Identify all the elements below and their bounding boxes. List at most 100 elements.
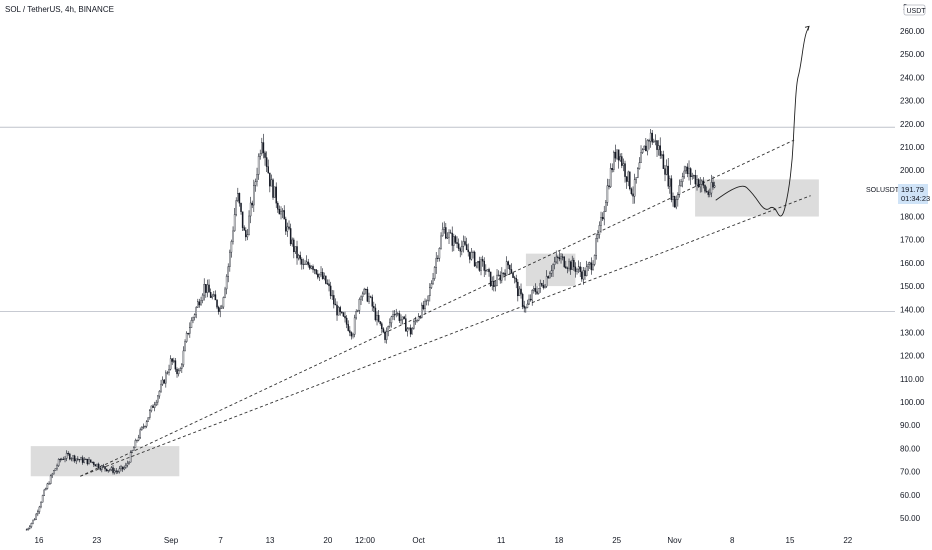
candle-body: [686, 166, 689, 174]
candle-body: [277, 202, 279, 210]
trendline-0[interactable]: [80, 139, 795, 477]
candle-body: [435, 257, 437, 268]
candle-body: [441, 229, 444, 237]
candle-body: [173, 360, 175, 362]
y-tick-label: 180.00: [900, 213, 925, 222]
candle-body: [369, 296, 372, 298]
zone-2[interactable]: [695, 179, 819, 217]
candle-body: [640, 152, 642, 163]
trendlines[interactable]: [80, 139, 811, 477]
y-axis[interactable]: 50.00 60.00 70.00 80.00 90.00 100.00 110.00 120…: [900, 27, 925, 523]
candle-body: [272, 179, 274, 198]
x-axis[interactable]: 16 23 Sep 7 13 20 12:00 Oct 11 18 25 Nov 8 15 22: [35, 536, 853, 545]
candle-body: [413, 321, 415, 329]
candle-body: [273, 186, 276, 198]
candle-body: [337, 307, 340, 316]
candle-body: [161, 379, 164, 385]
candle-body: [302, 263, 305, 265]
candle-body: [437, 257, 439, 259]
candle-body: [262, 142, 265, 154]
candle-body: [406, 328, 409, 332]
candle-body: [51, 473, 53, 477]
last-price-tag: [898, 184, 928, 204]
candle-body: [139, 429, 141, 438]
x-tick-label: 25: [612, 536, 621, 545]
candle-body: [321, 272, 324, 279]
candle-body: [216, 299, 218, 308]
candle-body: [624, 163, 626, 177]
candle-body: [219, 308, 221, 312]
candle-body: [177, 370, 180, 375]
candle-body: [427, 295, 429, 301]
candle-body: [365, 288, 367, 290]
candle-body: [469, 251, 471, 260]
candle-body: [203, 284, 205, 296]
candle-body: [253, 185, 255, 206]
candle-body: [704, 185, 706, 192]
candle-body: [59, 459, 61, 461]
candle-body: [246, 234, 249, 238]
candle-body: [233, 214, 236, 232]
candle-body: [160, 383, 162, 392]
candle-body: [683, 170, 685, 177]
candle-body: [619, 156, 621, 161]
candle-body: [384, 331, 386, 340]
candle-body: [438, 248, 441, 259]
candle-body: [608, 185, 610, 188]
candle-body: [174, 360, 177, 370]
candle-body: [112, 467, 114, 473]
candle-body: [118, 468, 121, 473]
candle-body: [584, 270, 586, 277]
candle-body: [405, 318, 407, 332]
zone-0[interactable]: [30, 446, 180, 477]
candle-body: [403, 316, 405, 319]
projection-arrowhead[interactable]: [804, 25, 810, 31]
candle-body: [536, 291, 538, 294]
candle-body: [409, 327, 412, 335]
candle-body: [37, 511, 39, 515]
candle-body: [249, 202, 252, 217]
candle-body: [446, 236, 449, 239]
candle-body: [312, 266, 314, 270]
candle-body: [235, 200, 237, 215]
candle-body: [662, 154, 665, 169]
candle-body: [669, 178, 671, 187]
candle-body: [93, 462, 95, 465]
projection-path[interactable]: [715, 25, 810, 217]
candle-body: [613, 151, 615, 170]
candle-body: [285, 218, 287, 232]
horizontal-levels[interactable]: [0, 126, 895, 313]
candle-body: [269, 172, 271, 187]
candle-body: [144, 425, 146, 428]
candle-body: [499, 274, 501, 281]
candle-body: [229, 251, 231, 267]
candle-body: [653, 141, 655, 143]
support-zones[interactable]: [30, 179, 819, 477]
candle-body: [569, 261, 572, 270]
candle-body: [621, 156, 623, 166]
candle-body: [587, 264, 589, 268]
currency-badge[interactable]: [903, 4, 926, 16]
candle-body: [245, 230, 247, 238]
candle-body: [486, 269, 489, 272]
candle-body: [77, 458, 79, 460]
candle-body: [109, 469, 111, 471]
candle-body: [693, 175, 695, 177]
y-tick-label: 240.00: [900, 73, 925, 82]
y-tick-label: 140.00: [900, 305, 925, 314]
trendline-1[interactable]: [80, 195, 811, 477]
candle-body: [600, 217, 602, 226]
candle-body: [187, 332, 189, 334]
zone-1[interactable]: [525, 253, 576, 287]
projection-line[interactable]: [715, 26, 810, 217]
candle-body: [664, 168, 666, 175]
candle-body: [150, 405, 153, 411]
candle-body: [57, 459, 60, 466]
candle-body: [680, 181, 682, 186]
candle-body: [710, 182, 713, 194]
candle-body: [222, 297, 225, 308]
candle-body: [694, 175, 697, 185]
candle-body: [635, 177, 637, 180]
candle-body: [561, 256, 564, 258]
